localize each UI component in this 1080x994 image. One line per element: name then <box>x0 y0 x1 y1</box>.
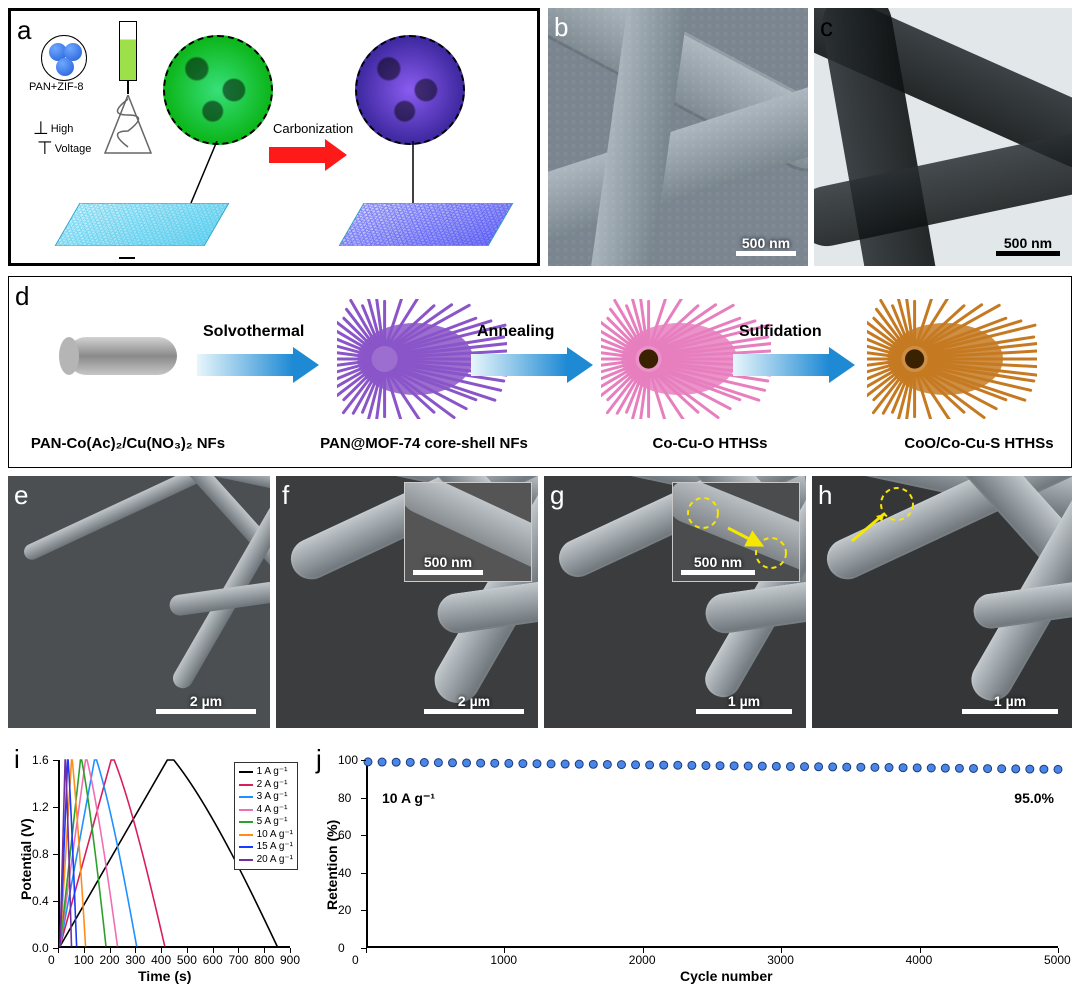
panel-h-scalebar: 1 µm <box>962 693 1058 714</box>
step-caption: PAN-Co(Ac)₂/Cu(NO₃)₂ NFs <box>23 435 233 452</box>
step-caption: Co-Cu-O HTHSs <box>625 435 795 452</box>
magnifier-leader-right <box>411 141 451 207</box>
magnifier-leader-left <box>189 141 229 207</box>
panel-e: e 2 µm <box>8 476 270 728</box>
panel-c-scalebar: 500 nm <box>996 235 1060 256</box>
panel-j-rate-annot: 10 A g⁻¹ <box>382 790 435 807</box>
panel-j-final-annot: 95.0% <box>1014 790 1054 806</box>
panel-f-inset-scalebar: 500 nm <box>413 554 483 575</box>
step-name: Annealing <box>477 323 554 341</box>
nanofiber-mat-right-icon <box>339 203 514 246</box>
panel-g-inset-scalebar-text: 500 nm <box>694 554 742 570</box>
panzif-caption: PAN+ZIF-8 <box>29 81 84 93</box>
panel-e-scalebar-text: 2 µm <box>190 693 222 709</box>
panel-j-xlabel: Cycle number <box>680 968 773 984</box>
sem-texture <box>548 8 808 266</box>
panel-c-label: c <box>820 12 833 43</box>
panel-b-scalebar-text: 500 nm <box>742 235 790 251</box>
panel-j: j Retention (%) 010002000300040005000 02… <box>310 740 1072 986</box>
panel-j-plotarea <box>366 760 1058 948</box>
panel-b-label: b <box>554 12 568 43</box>
step-caption: CoO/Co-Cu-S HTHSs <box>879 435 1079 452</box>
panel-i-xlabel: Time (s) <box>138 968 191 984</box>
hv-line2: Voltage <box>55 143 92 155</box>
panel-f-label: f <box>282 480 289 511</box>
panel-g-inset: 500 nm <box>672 482 800 582</box>
step-caption: PAN@MOF-74 core-shell NFs <box>309 435 539 452</box>
panel-f: f 500 nm 2 µm <box>276 476 538 728</box>
panel-f-scalebar-text: 2 µm <box>458 693 490 709</box>
spiky-fiber-icon <box>867 299 1037 419</box>
panel-g-inset-scalebar: 500 nm <box>681 554 755 575</box>
panel-d: d Solvothermal Annealing Sulfidation PAN-Co… <box>8 276 1072 468</box>
syringe-icon <box>119 21 137 81</box>
zif8-particle-icon <box>41 35 87 81</box>
step-name: Sulfidation <box>739 323 822 341</box>
electrospin-cone-icon <box>97 95 159 159</box>
panel-e-label: e <box>14 480 28 511</box>
ground-symbol-icon <box>119 257 135 259</box>
step-arrow-icon <box>197 347 319 383</box>
panel-f-inset-scalebar-text: 500 nm <box>424 554 472 570</box>
panel-a: a PAN+ZIF-8 ⊥High ⊤Voltage Carbonization <box>8 8 540 266</box>
panel-g-scalebar-text: 1 µm <box>728 693 760 709</box>
cylinder-fiber-icon <box>57 333 187 379</box>
panel-d-label: d <box>15 281 29 312</box>
panel-g-scalebar: 1 µm <box>696 693 792 714</box>
panel-g-label: g <box>550 480 564 511</box>
panel-f-inset: 500 nm <box>404 482 532 582</box>
magnified-right-icon <box>355 35 465 145</box>
panel-b: b 500 nm <box>548 8 808 266</box>
panel-i-legend: 1 A g⁻¹2 A g⁻¹3 A g⁻¹4 A g⁻¹5 A g⁻¹10 A … <box>234 762 298 870</box>
panel-i-label: i <box>14 744 20 775</box>
highlight-arrow-icon <box>832 486 922 556</box>
magnified-left-icon <box>163 35 273 145</box>
step-arrow-icon <box>471 347 593 383</box>
panel-a-label: a <box>17 15 31 46</box>
panel-f-scalebar: 2 µm <box>424 693 524 714</box>
panel-h: h 1 µm <box>812 476 1072 728</box>
panel-b-scalebar: 500 nm <box>736 235 796 256</box>
panel-j-points <box>368 760 1058 947</box>
carbonization-arrow-icon <box>269 139 347 171</box>
panel-c-scalebar-text: 500 nm <box>1004 235 1052 251</box>
hv-line1: High <box>51 123 74 135</box>
step-name: Solvothermal <box>203 323 304 341</box>
panel-e-scalebar: 2 µm <box>156 693 256 714</box>
panel-c: c 500 nm <box>814 8 1072 266</box>
panel-h-label: h <box>818 480 832 511</box>
carbonization-label: Carbonization <box>273 121 353 136</box>
panel-g: g 500 nm 1 µm <box>544 476 806 728</box>
panel-h-scalebar-text: 1 µm <box>994 693 1026 709</box>
panel-j-label: j <box>316 744 322 775</box>
panel-i: i Potential (V) 010020030040050060070080… <box>8 740 304 986</box>
figure-root: a PAN+ZIF-8 ⊥High ⊤Voltage Carbonization… <box>0 0 1080 994</box>
nanofiber-mat-left-icon <box>55 203 230 246</box>
high-voltage-label: ⊥High ⊤Voltage <box>33 119 91 159</box>
step-arrow-icon <box>733 347 855 383</box>
